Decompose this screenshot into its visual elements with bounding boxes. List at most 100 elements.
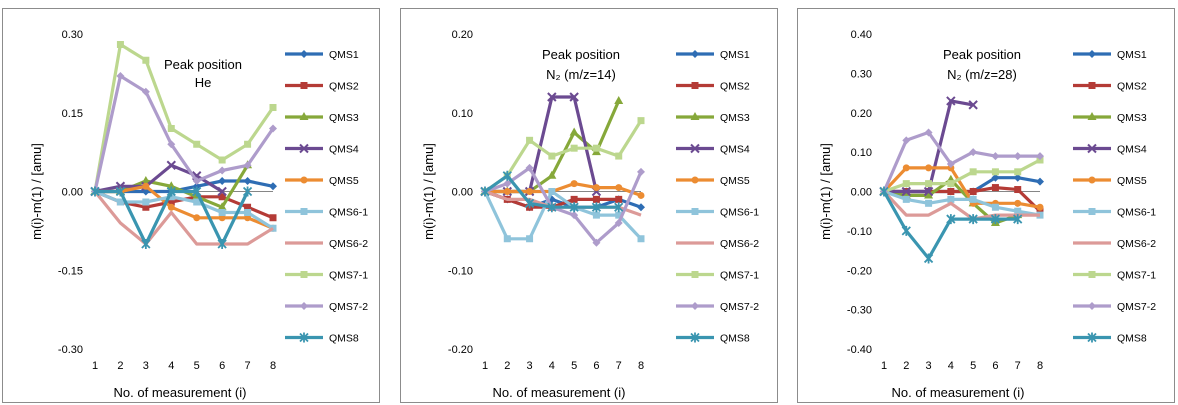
legend-entry-qms6-1-n2-mz28: QMS6-1	[1073, 207, 1156, 219]
data-point-qms6-1-n2-mz14	[637, 235, 645, 243]
legend-label-qms1-he: QMS1	[329, 49, 359, 61]
data-point-qms4-n2-mz28	[901, 186, 911, 197]
legend-entry-qms6-2-he: QMS6-2	[285, 238, 368, 250]
x-tick-label-n2-mz28: 3	[926, 360, 932, 372]
annotation-line1-n2-mz14: Peak position	[542, 47, 620, 62]
x-axis-label-n2-mz14: No. of measurement (i)	[493, 385, 626, 400]
data-point-qms5-n2-mz14	[592, 184, 600, 192]
data-point-qms5-n2-mz14	[570, 180, 578, 188]
legend-marker-qms4-he	[299, 143, 309, 154]
data-point-qms6-1-he	[142, 198, 150, 206]
legend-label-qms8-he: QMS8	[329, 333, 359, 345]
series-line-qms6-1-n2-mz14	[483, 189, 643, 241]
data-point-qms1-n2-mz28	[1036, 177, 1044, 186]
data-point-qms5-n2-mz28	[925, 164, 933, 172]
legend-marker-qms8-he	[299, 332, 309, 343]
data-point-qms4-n2-mz14	[569, 92, 579, 102]
legend-marker-qms7-1-he	[300, 271, 308, 278]
y-tick-label-n2-mz28: 0.00	[851, 187, 872, 199]
legend-marker-qms7-2-he	[300, 302, 308, 310]
data-point-qms7-1-he	[116, 41, 124, 48]
legend-label-qms8-n2-mz28: QMS8	[1117, 333, 1147, 345]
data-point-qms3-he	[166, 181, 176, 190]
data-point-qms5-n2-mz28	[902, 164, 910, 172]
data-point-qms7-2-he	[141, 87, 150, 96]
x-tick-label-n2-mz28: 7	[1015, 360, 1021, 372]
x-tick-label-he: 5	[194, 360, 200, 372]
legend-entry-qms2-n2-mz14: QMS2	[676, 81, 750, 93]
legend-marker-qms2-n2-mz14	[691, 82, 699, 89]
x-tick-label-n2-mz14: 8	[638, 360, 644, 372]
y-tick-label-n2-mz28: 0.20	[851, 108, 872, 120]
legend-entry-qms5-he: QMS5	[285, 175, 359, 187]
legend-entry-qms4-he: QMS4	[285, 144, 359, 156]
data-point-qms7-1-n2-mz28	[1014, 168, 1022, 176]
y-tick-label-n2-mz14: 0.10	[452, 108, 473, 120]
data-point-qms6-1-n2-mz28	[1014, 207, 1022, 215]
data-point-qms7-2-n2-mz28	[902, 136, 911, 145]
series-line-qms5-he	[95, 184, 274, 230]
data-point-qms6-1-n2-mz28	[991, 203, 999, 211]
data-point-qms6-1-he	[116, 198, 124, 206]
y-tick-label-he: 0.00	[62, 187, 83, 199]
legend-entry-qms4-n2-mz28: QMS4	[1073, 144, 1147, 156]
data-point-qms6-1-n2-mz14	[615, 211, 623, 219]
y-tick-label-n2-mz28: 0.10	[851, 147, 872, 159]
data-point-qms8-n2-mz28	[879, 186, 889, 197]
legend-label-qms4-n2-mz14: QMS4	[720, 144, 750, 156]
legend-label-qms6-2-n2-mz28: QMS6-2	[1117, 238, 1156, 250]
x-tick-label-n2-mz28: 5	[970, 360, 976, 372]
data-point-qms6-1-n2-mz14	[592, 211, 600, 219]
y-tick-label-n2-mz14: 0.20	[452, 29, 473, 41]
data-point-qms1-he	[269, 182, 277, 191]
series-line-qms5-n2-mz28	[882, 166, 1041, 209]
x-axis-label-he: No. of measurement (i)	[114, 385, 247, 400]
data-point-qms7-2-n2-mz28	[969, 148, 978, 157]
chart-panel-n2-mz28: 0.40 0.30 0.20 0.10 0.00 -0.10 -0.20 -0.30 -0.40…	[797, 8, 1175, 403]
legend-entry-qms8-n2-mz14: QMS8	[676, 332, 750, 345]
annotation-line2-n2-mz28: N₂ (m/z=28)	[947, 67, 1017, 82]
data-point-qms7-2-n2-mz28	[924, 128, 933, 137]
data-point-qms6-1-n2-mz28	[902, 195, 910, 203]
x-tick-label-n2-mz14: 6	[593, 360, 599, 372]
legend-label-qms6-2-he: QMS6-2	[329, 238, 368, 250]
legend-entry-qms8-n2-mz28: QMS8	[1073, 332, 1147, 345]
data-point-qms4-n2-mz28	[923, 186, 934, 197]
data-point-qms7-1-n2-mz28	[991, 168, 999, 176]
data-point-qms7-1-he	[244, 140, 252, 148]
legend-entry-qms7-1-n2-mz14: QMS7-1	[676, 270, 759, 282]
data-point-qms1-n2-mz28	[1013, 173, 1022, 182]
data-point-qms2-n2-mz28	[1014, 186, 1022, 194]
legend-label-qms4-he: QMS4	[329, 144, 359, 156]
data-point-qms5-n2-mz14	[615, 184, 623, 192]
annotation-line2-n2-mz14: N₂ (m/z=14)	[546, 67, 616, 82]
y-axis-label-n2-mz28: m(i)-m(1) / [amu]	[818, 143, 833, 240]
legend-label-qms6-1-n2-mz28: QMS6-1	[1117, 207, 1156, 219]
data-point-qms8-he	[242, 186, 253, 197]
data-point-qms7-2-n2-mz14	[525, 163, 534, 172]
legend-marker-qms4-n2-mz28	[1087, 143, 1097, 154]
data-point-qms7-1-n2-mz14	[526, 136, 534, 144]
annotation-line1-n2-mz28: Peak position	[943, 47, 1021, 62]
data-point-qms8-n2-mz14	[524, 198, 535, 209]
data-point-qms7-1-n2-mz28	[902, 180, 910, 188]
data-point-qms8-n2-mz28	[901, 225, 911, 236]
legend-entry-qms7-2-n2-mz14: QMS7-2	[676, 301, 759, 313]
legend-label-qms7-2-he: QMS7-2	[329, 301, 368, 313]
legend-entry-qms3-n2-mz14: QMS3	[676, 112, 750, 124]
data-point-qms7-1-he	[193, 140, 201, 148]
legend-marker-qms7-1-n2-mz28	[1088, 271, 1096, 278]
series-qms8-he	[90, 186, 253, 249]
legend-label-qms4-n2-mz28: QMS4	[1117, 144, 1147, 156]
legend-entry-qms2-he: QMS2	[285, 81, 359, 93]
legend-label-qms3-n2-mz14: QMS3	[720, 112, 750, 124]
data-point-qms8-n2-mz14	[569, 202, 579, 213]
data-point-qms7-1-he	[269, 104, 277, 111]
data-point-qms8-he	[90, 186, 100, 197]
legend-marker-qms6-1-n2-mz14	[691, 208, 699, 215]
data-point-qms8-n2-mz14	[502, 170, 512, 181]
data-point-qms8-n2-mz28	[923, 253, 934, 264]
data-point-qms6-1-n2-mz28	[947, 195, 955, 203]
y-axis-label-he: m(i)-m(1) / [amu]	[29, 143, 44, 240]
y-tick-label-n2-mz28: -0.10	[847, 226, 872, 238]
